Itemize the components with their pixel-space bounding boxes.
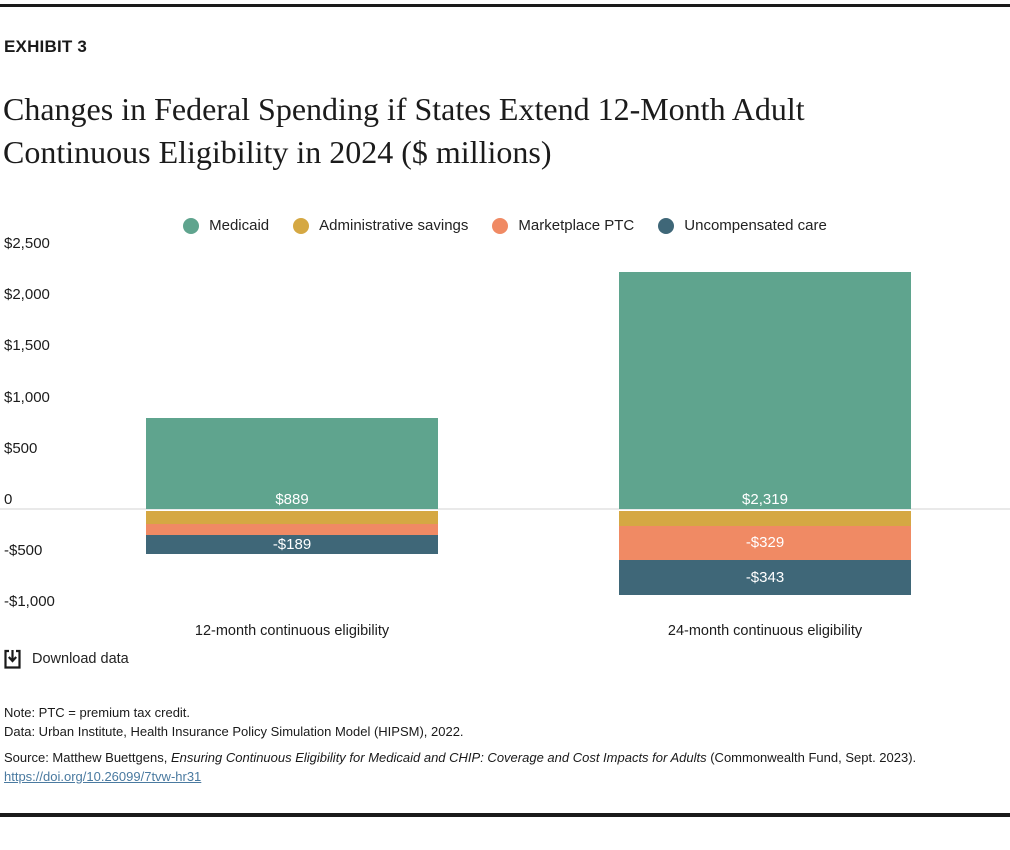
bar-label-uncompensated-care-24-month-continuous-eligibility: -$343 [745, 569, 785, 586]
y-tick-1-000: $1,000 [4, 389, 50, 406]
bar-segment-uncompensated-care-24-month-continuous-eligibility [619, 560, 911, 595]
legend-item-administrative-savings[interactable]: Administrative savings [293, 217, 468, 234]
legend-item-marketplace-ptc[interactable]: Marketplace PTC [492, 217, 634, 234]
legend-label-uncompensated-care: Uncompensated care [684, 217, 827, 234]
legend-swatch-administrative-savings [293, 217, 310, 234]
doi-link[interactable]: https://doi.org/10.26099/7tvw-hr31 [4, 769, 202, 784]
top-rule [0, 4, 1010, 7]
bar-label-uncompensated-care-12-month-continuous-eligibility: -$189 [272, 536, 312, 553]
bar-segment-marketplace-ptc-12-month-continuous-eligibility [146, 524, 438, 535]
x-axis-label-12-month-continuous-eligibility: 12-month continuous eligibility [194, 623, 390, 639]
y-tick-2-500: $2,500 [4, 235, 50, 252]
y-tick-2-000: $2,000 [4, 286, 50, 303]
download-data-button[interactable]: Download data [4, 647, 129, 671]
source-prefix: Source: Matthew Buettgens, [4, 750, 171, 765]
footnote-source: Source: Matthew Buettgens, Ensuring Cont… [4, 750, 1004, 765]
chart-title-line-2: Continuous Eligibility in 2024 ($ millio… [3, 134, 552, 170]
download-label: Download data [32, 651, 129, 667]
zero-gridline [0, 508, 1010, 510]
legend-label-medicaid: Medicaid [209, 217, 270, 234]
y-tick-1-000: -$1,000 [4, 593, 55, 610]
bar-label-marketplace-ptc-24-month-continuous-eligibility: -$329 [745, 534, 785, 551]
legend-swatch-marketplace-ptc [492, 217, 509, 234]
bar-segment-administrative-savings-24-month-continuous-eligibility [619, 511, 911, 526]
download-icon [4, 649, 21, 669]
legend-label-marketplace-ptc: Marketplace PTC [518, 217, 635, 234]
chart-title-line-1: Changes in Federal Spending if States Ex… [3, 91, 805, 127]
exhibit-label: EXHIBIT 3 [4, 37, 88, 56]
footnote-link-row: https://doi.org/10.26099/7tvw-hr31 [4, 769, 1004, 784]
y-tick-500: -$500 [4, 542, 43, 559]
source-suffix: (Commonwealth Fund, Sept. 2023). [706, 750, 917, 765]
bar-label-medicaid-12-month-continuous-eligibility: $889 [275, 491, 309, 508]
y-tick-0: 0 [4, 491, 13, 508]
bar-segment-uncompensated-care-12-month-continuous-eligibility [146, 535, 438, 554]
footnote-note: Note: PTC = premium tax credit. [4, 705, 191, 720]
legend: Medicaid Administrative savings Marketplac… [0, 217, 1010, 234]
y-tick-500: $500 [4, 440, 38, 457]
footnote-data: Data: Urban Institute, Health Insurance … [4, 724, 464, 739]
bar-segment-marketplace-ptc-24-month-continuous-eligibility [619, 526, 911, 560]
bar-segment-medicaid-24-month-continuous-eligibility [619, 272, 911, 509]
bar-segment-medicaid-12-month-continuous-eligibility [146, 418, 438, 509]
legend-item-medicaid[interactable]: Medicaid [183, 217, 269, 234]
bottom-rule [0, 813, 1010, 817]
legend-swatch-medicaid [183, 217, 200, 234]
legend-item-uncompensated-care[interactable]: Uncompensated care [658, 217, 827, 234]
x-axis-label-24-month-continuous-eligibility: 24-month continuous eligibility [667, 623, 863, 639]
bar-label-medicaid-24-month-continuous-eligibility: $2,319 [742, 491, 788, 508]
bar-segment-administrative-savings-12-month-continuous-eligibility [146, 511, 438, 524]
y-tick-1-500: $1,500 [4, 337, 50, 354]
source-title: Ensuring Continuous Eligibility for Medi… [170, 750, 707, 765]
legend-label-administrative-savings: Administrative savings [319, 217, 469, 234]
legend-swatch-uncompensated-care [658, 217, 675, 234]
chart-title: Changes in Federal Spending if States Ex… [3, 88, 993, 174]
